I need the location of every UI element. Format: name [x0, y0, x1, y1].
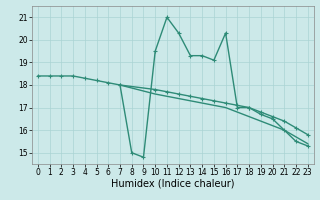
X-axis label: Humidex (Indice chaleur): Humidex (Indice chaleur)	[111, 179, 235, 189]
